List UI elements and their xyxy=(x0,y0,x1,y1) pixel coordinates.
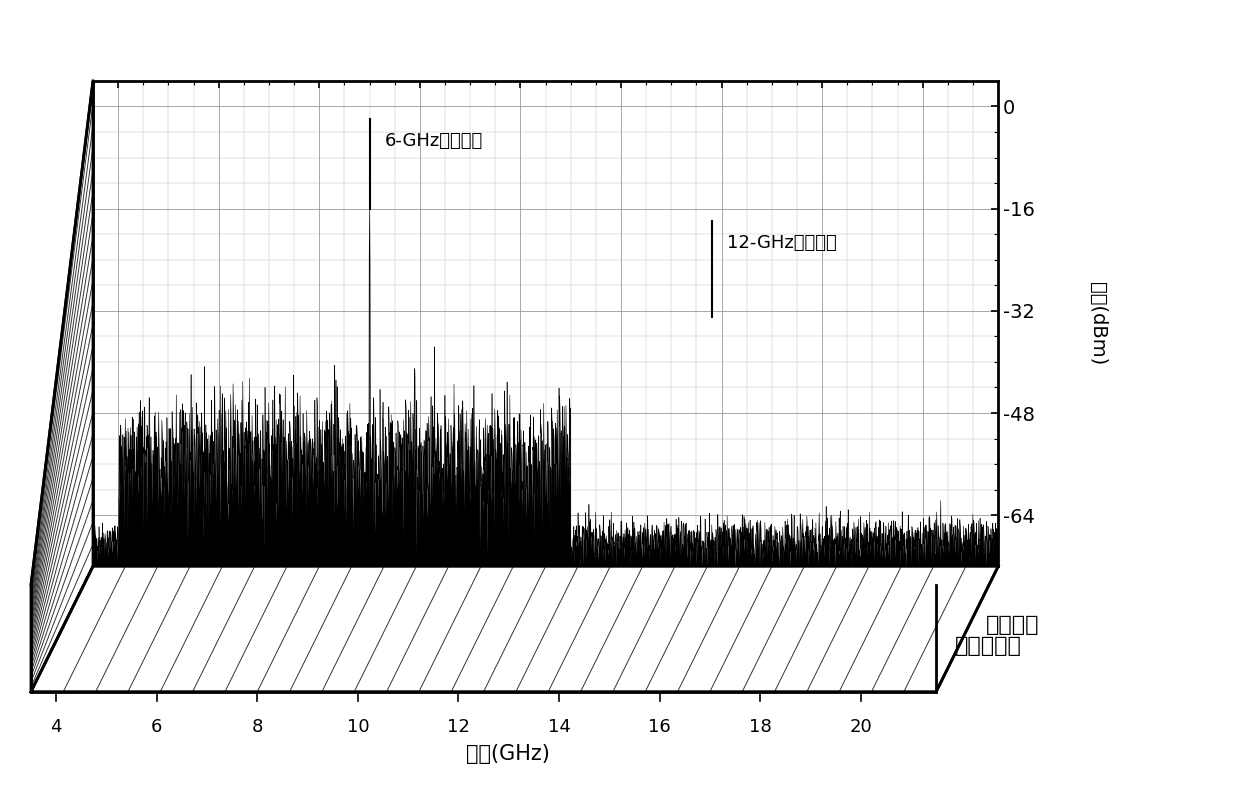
Polygon shape xyxy=(31,81,93,692)
Text: 14: 14 xyxy=(548,718,570,735)
Text: 12-GHz注入信号: 12-GHz注入信号 xyxy=(727,234,837,252)
Text: 分频提取: 分频提取 xyxy=(986,615,1039,635)
Text: 20: 20 xyxy=(849,718,872,735)
Text: 未注入信号: 未注入信号 xyxy=(955,637,1022,656)
Text: 16: 16 xyxy=(649,718,671,735)
Text: 18: 18 xyxy=(749,718,771,735)
Y-axis label: 功率(dBm): 功率(dBm) xyxy=(1087,282,1107,365)
Text: 4: 4 xyxy=(51,718,62,735)
Polygon shape xyxy=(31,566,998,692)
Text: 12: 12 xyxy=(446,718,470,735)
Text: 频率(GHz): 频率(GHz) xyxy=(466,744,551,765)
Text: 10: 10 xyxy=(346,718,370,735)
Text: 8: 8 xyxy=(252,718,263,735)
Text: 6-GHz分频信号: 6-GHz分频信号 xyxy=(384,132,482,150)
Text: 6: 6 xyxy=(151,718,162,735)
